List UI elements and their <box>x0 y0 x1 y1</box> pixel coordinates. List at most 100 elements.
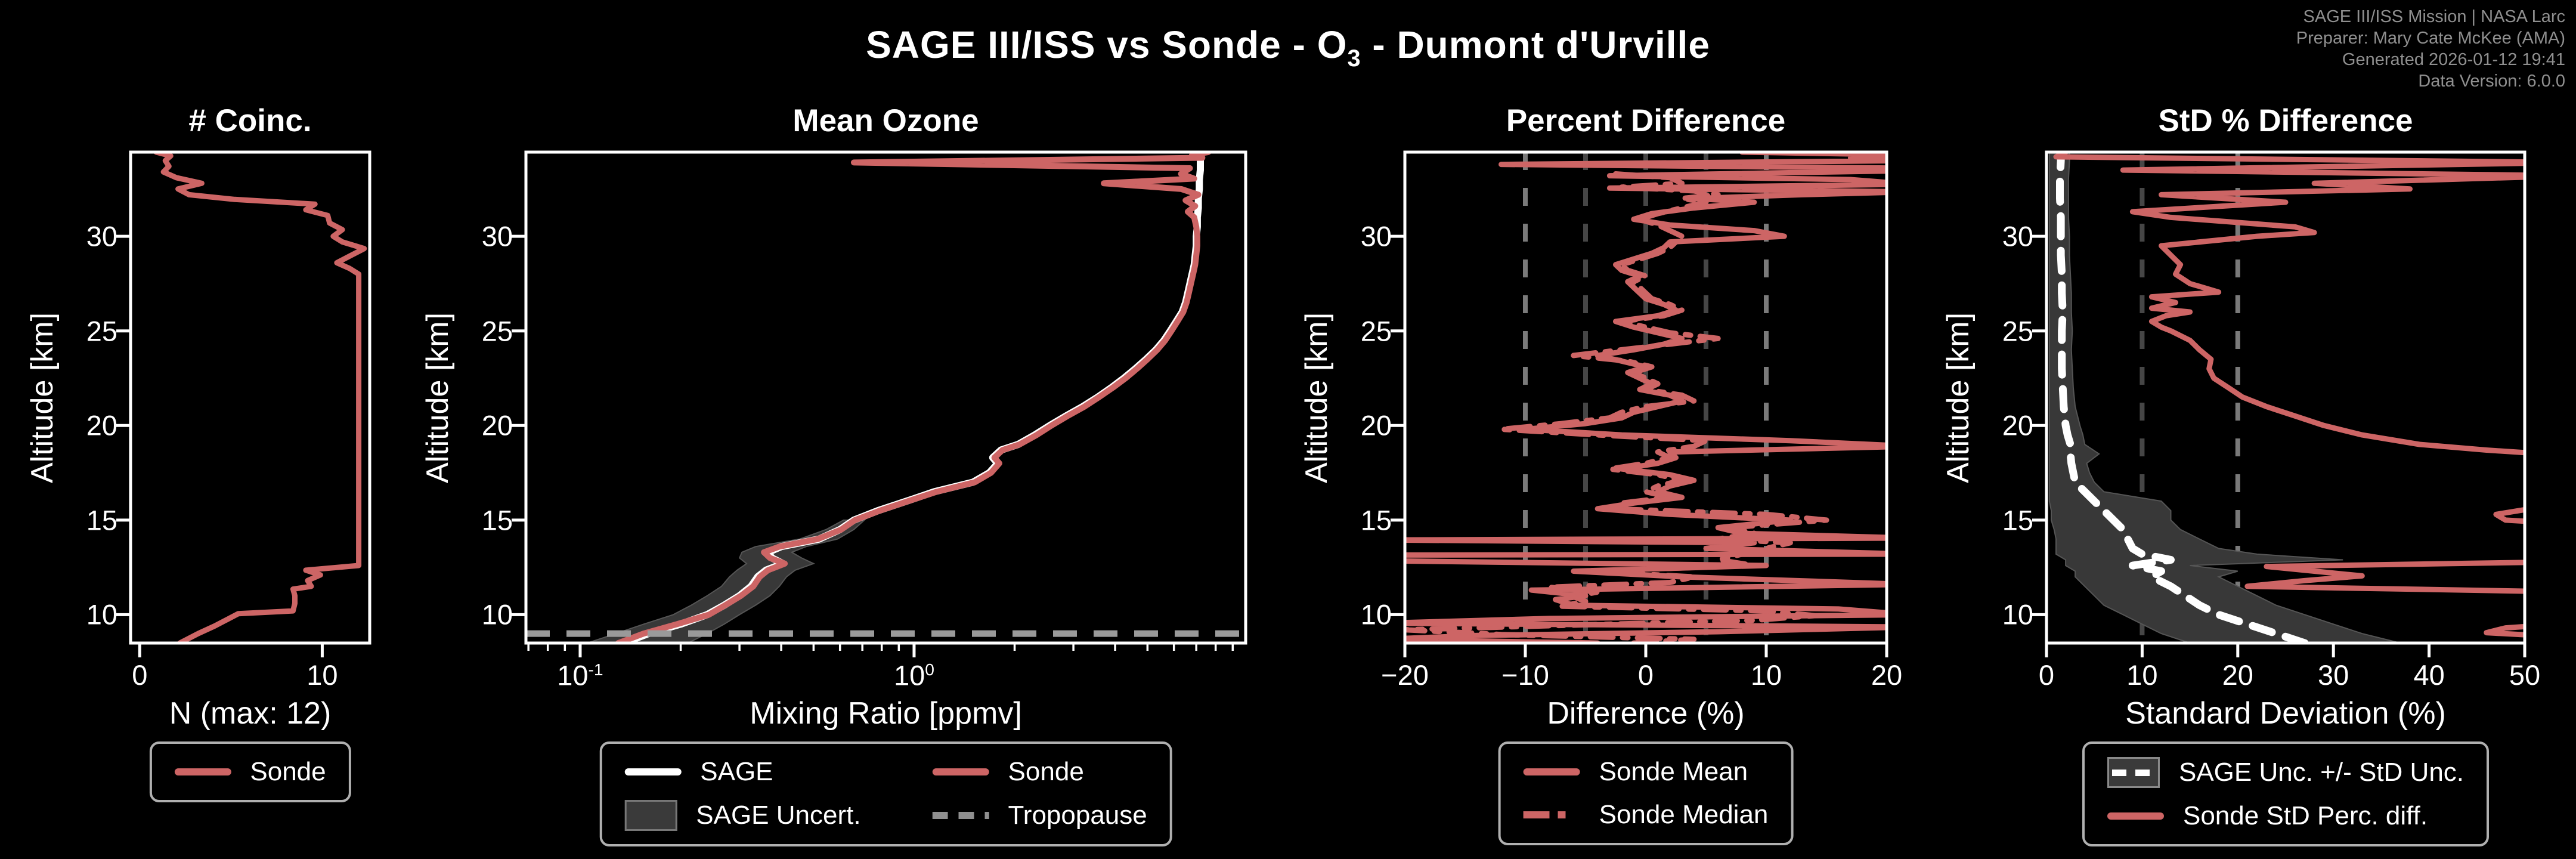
y-tick-label: 15 <box>1360 504 1392 536</box>
y-tick-label: 25 <box>86 315 117 347</box>
y-tick-label: 20 <box>481 409 513 441</box>
meta-preparer: Preparer: Mary Cate McKee (AMA) <box>2296 29 2565 48</box>
x-tick-label: 10 <box>306 659 338 691</box>
y-tick-label: 30 <box>86 220 117 252</box>
legend-label: Sonde StD Perc. diff. <box>2182 801 2428 830</box>
legend-item: Sonde Mean <box>1523 757 1769 787</box>
y-axis-label-text: Altitude [km] <box>25 312 60 483</box>
x-tick-label: 10 <box>1750 659 1782 691</box>
x-tick-label: −20 <box>1381 659 1429 691</box>
x-tick-label: 20 <box>1871 659 1903 691</box>
title-suffix: - Dumont d'Urville <box>1361 23 1710 66</box>
y-tick-label: 30 <box>1360 220 1392 252</box>
meta-generated: Generated 2026-01-12 19:41 <box>2342 50 2565 69</box>
y-tick-label: 15 <box>481 504 513 536</box>
x-tick-label: 0 <box>2038 659 2055 691</box>
x-axis-label: N (max: 12) <box>169 696 332 731</box>
sonde-mean-line <box>1405 152 1887 643</box>
panel-title: Mean Ozone <box>792 103 979 138</box>
legend-item: Sonde Median <box>1523 800 1769 830</box>
panel-percent-difference: Percent Difference Altitude [km] Differe… <box>1299 103 1902 845</box>
y-tick-label: 20 <box>86 409 117 441</box>
legend-label: Sonde <box>1008 757 1084 786</box>
sonde-line-swatch <box>932 768 989 775</box>
legend-label: Sonde Median <box>1599 800 1769 829</box>
y-tick-label: 15 <box>2002 504 2033 536</box>
y-tick-label: 15 <box>86 504 117 536</box>
y-tick-label: 10 <box>2002 598 2033 631</box>
panel-mean-ozone: Mean Ozone Altitude [km] Mixing Ratio [p… <box>420 103 1247 846</box>
x-tick-label: 10 <box>2126 659 2158 691</box>
y-axis-label: Altitude [km] <box>24 152 60 643</box>
sage-uncertainty-dash-patch-swatch <box>2107 757 2160 788</box>
legend-item: Sonde StD Perc. diff. <box>2107 801 2464 831</box>
legend-item: SAGE Unc. +/- StD Unc. <box>2107 757 2464 788</box>
legend-item: Sonde <box>174 757 326 787</box>
sonde-line <box>153 152 367 643</box>
panel-std-difference: StD % Difference Altitude [km] Standard … <box>1941 103 2540 846</box>
y-axis-label-text: Altitude [km] <box>1299 312 1335 483</box>
mean-ozone-plot <box>512 150 1247 657</box>
x-tick-label: −10 <box>1501 659 1549 691</box>
x-tick-label: 100 <box>893 659 934 691</box>
sonde-std-perc-diff--line <box>2053 152 2525 638</box>
y-tick-label: 25 <box>481 315 513 347</box>
x-axis-label: Difference (%) <box>1547 696 1745 731</box>
sage-line <box>620 152 1205 643</box>
tropopause-dash-swatch <box>932 812 989 819</box>
legend-item: SAGE <box>624 757 860 787</box>
sonde-mean-line-swatch <box>1523 768 1580 775</box>
sonde-std-line-swatch <box>2107 812 2164 820</box>
meta-data-version: Data Version: 6.0.0 <box>2418 72 2565 91</box>
figure-metadata: SAGE III/ISS Mission | NASA Larc Prepare… <box>2296 6 2565 92</box>
uncertainty-band <box>2048 152 2401 643</box>
page-title: SAGE III/ISS vs Sonde - O3 - Dumont d'Ur… <box>0 23 2576 72</box>
x-tick-label: 10-1 <box>557 659 603 691</box>
legend-mean-ozone: SAGE Sonde SAGE Uncert. Tropopause <box>599 741 1172 846</box>
y-tick-label: 10 <box>1360 598 1392 631</box>
y-tick-label: 30 <box>2002 220 2033 252</box>
legend-std-difference: SAGE Unc. +/- StD Unc. Sonde StD Perc. d… <box>2082 741 2490 846</box>
legend-label: Sonde Mean <box>1599 757 1748 786</box>
sage-line-swatch <box>624 768 682 775</box>
legend-label: Tropopause <box>1008 801 1147 830</box>
std-difference-plot <box>2032 150 2527 657</box>
y-tick-label: 25 <box>1360 315 1392 347</box>
sage-unc-std-unc--line <box>2056 152 2309 643</box>
panel-coincidences: # Coinc. Altitude [km] N (max: 12) Sonde… <box>25 103 371 802</box>
sonde-line <box>615 152 1212 643</box>
x-tick-label: 0 <box>1637 659 1654 691</box>
panel-title: # Coinc. <box>188 103 312 138</box>
y-axis-label: Altitude [km] <box>1940 152 1976 643</box>
x-tick-label: 20 <box>2222 659 2253 691</box>
legend-label: SAGE Uncert. <box>696 801 861 830</box>
legend-label: SAGE Unc. +/- StD Unc. <box>2178 758 2464 787</box>
plot-frame <box>2045 150 2527 645</box>
legend-percent-difference: Sonde Mean Sonde Median <box>1498 741 1794 845</box>
panel-title: Percent Difference <box>1506 103 1786 138</box>
x-axis-label: Mixing Ratio [ppmv] <box>750 696 1022 731</box>
coincidences-plot <box>116 150 371 657</box>
sonde-line-swatch <box>174 768 231 775</box>
y-tick-label: 10 <box>86 598 117 631</box>
sage-uncertainty-patch-swatch <box>624 800 677 831</box>
y-axis-label: Altitude [km] <box>1299 152 1335 643</box>
y-axis-label-text: Altitude [km] <box>420 312 456 483</box>
plot-frame <box>129 150 371 645</box>
y-tick-label: 25 <box>2002 315 2033 347</box>
x-axis-label: Standard Deviation (%) <box>2125 696 2446 731</box>
x-tick-label: 30 <box>2318 659 2349 691</box>
legend-item: Tropopause <box>932 800 1147 831</box>
meta-mission: SAGE III/ISS Mission | NASA Larc <box>2303 7 2565 26</box>
y-tick-label: 30 <box>481 220 513 252</box>
legend-label: SAGE <box>700 757 773 786</box>
y-axis-label: Altitude [km] <box>420 152 456 643</box>
title-text: SAGE III/ISS vs Sonde - O <box>866 23 1348 66</box>
sonde-median-dashdot-swatch <box>1523 811 1580 818</box>
title-subscript: 3 <box>1347 45 1361 72</box>
legend-label: Sonde <box>250 757 326 786</box>
x-tick-label: 50 <box>2509 659 2541 691</box>
legend-item: SAGE Uncert. <box>624 800 861 831</box>
legend-coincidences: Sonde <box>149 741 351 802</box>
